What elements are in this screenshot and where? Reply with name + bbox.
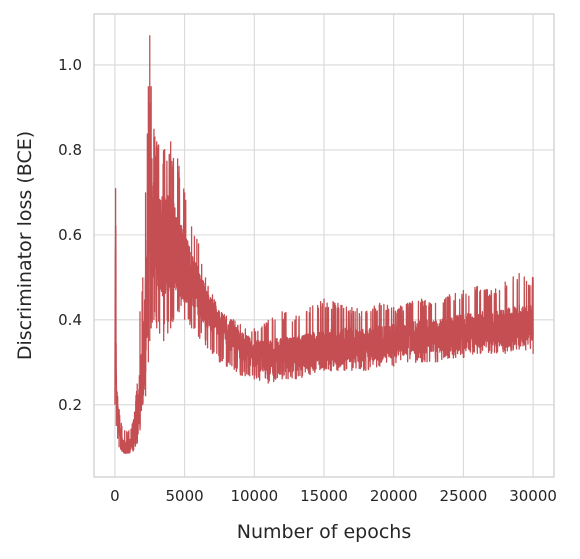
y-tick-label: 1.0 xyxy=(58,56,82,74)
y-axis-label: Discriminator loss (BCE) xyxy=(14,131,36,360)
x-tick-label: 30000 xyxy=(509,487,557,505)
x-axis-label: Number of epochs xyxy=(237,521,411,543)
x-tick-label: 10000 xyxy=(230,487,278,505)
y-tick-label: 0.8 xyxy=(58,141,82,159)
y-axis-ticks: 0.2 0.4 0.6 0.8 1.0 xyxy=(58,56,82,414)
y-tick-label: 0.2 xyxy=(58,396,82,414)
plot-frame xyxy=(93,13,555,478)
x-tick-label: 25000 xyxy=(440,487,488,505)
x-tick-label: 5000 xyxy=(166,487,204,505)
x-tick-label: 15000 xyxy=(300,487,348,505)
x-tick-label: 0 xyxy=(110,487,120,505)
series-layer xyxy=(114,35,534,454)
x-axis-ticks: 0 5000 10000 15000 20000 25000 30000 xyxy=(110,487,557,505)
y-tick-label: 0.4 xyxy=(58,311,82,329)
x-tick-label: 20000 xyxy=(370,487,418,505)
y-tick-label: 0.6 xyxy=(58,226,82,244)
